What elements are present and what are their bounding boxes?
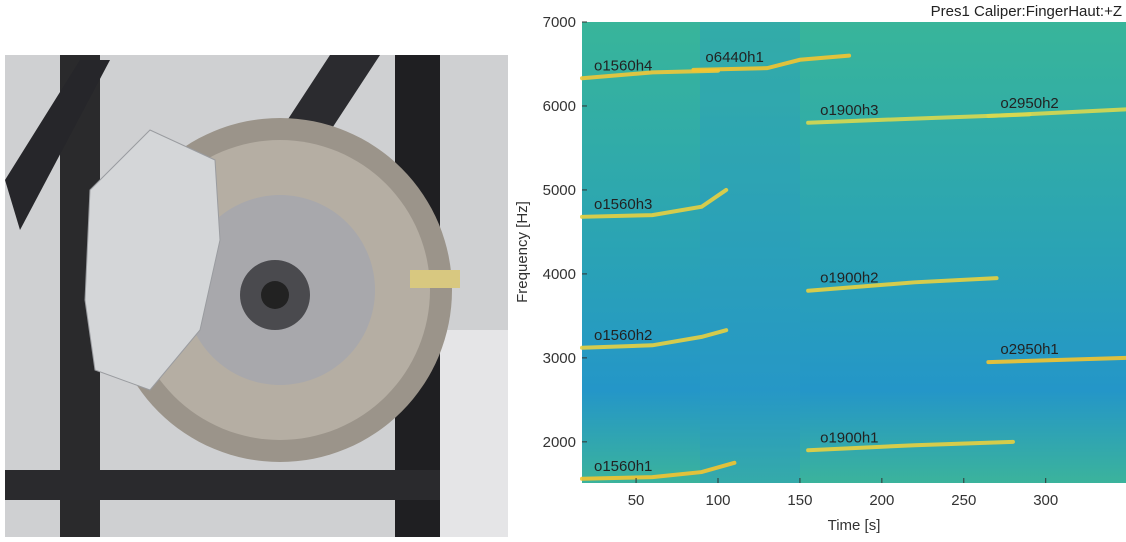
photo <box>5 55 508 537</box>
y-tick-label: 4000 <box>543 266 576 283</box>
y-tick-label: 7000 <box>543 14 576 31</box>
track-label: o1900h3 <box>820 102 878 119</box>
chart-title: Pres1 Caliper:FingerHaut:+Z <box>931 3 1122 20</box>
x-tick-label: 200 <box>869 492 894 509</box>
figure: Pres1 Caliper:FingerHaut:+Z Time [s] Fre… <box>0 0 1126 537</box>
y-tick-label: 6000 <box>543 98 576 115</box>
track-label: o1560h2 <box>594 327 652 344</box>
x-tick-label: 50 <box>628 492 645 509</box>
y-tick-label: 3000 <box>543 350 576 367</box>
track-label: o6440h1 <box>705 49 763 66</box>
track-label: o1900h2 <box>820 270 878 287</box>
x-tick-label: 100 <box>705 492 730 509</box>
y-tick-label: 5000 <box>543 182 576 199</box>
spectrogram-shade <box>700 22 800 483</box>
x-axis-label: Time [s] <box>828 517 881 534</box>
x-tick-label: 250 <box>951 492 976 509</box>
track-label: o2950h1 <box>1000 341 1058 358</box>
y-axis-label: Frequency [Hz] <box>514 201 531 303</box>
y-tick-label: 2000 <box>543 434 576 451</box>
track-label: o2950h2 <box>1000 95 1058 112</box>
track-label: o1560h4 <box>594 57 652 74</box>
spectrogram-field <box>582 22 1126 483</box>
track-label: o1900h1 <box>820 429 878 446</box>
x-tick-label: 300 <box>1033 492 1058 509</box>
track-label: o1560h3 <box>594 196 652 213</box>
x-tick-label: 150 <box>787 492 812 509</box>
track-label: o1560h1 <box>594 458 652 475</box>
